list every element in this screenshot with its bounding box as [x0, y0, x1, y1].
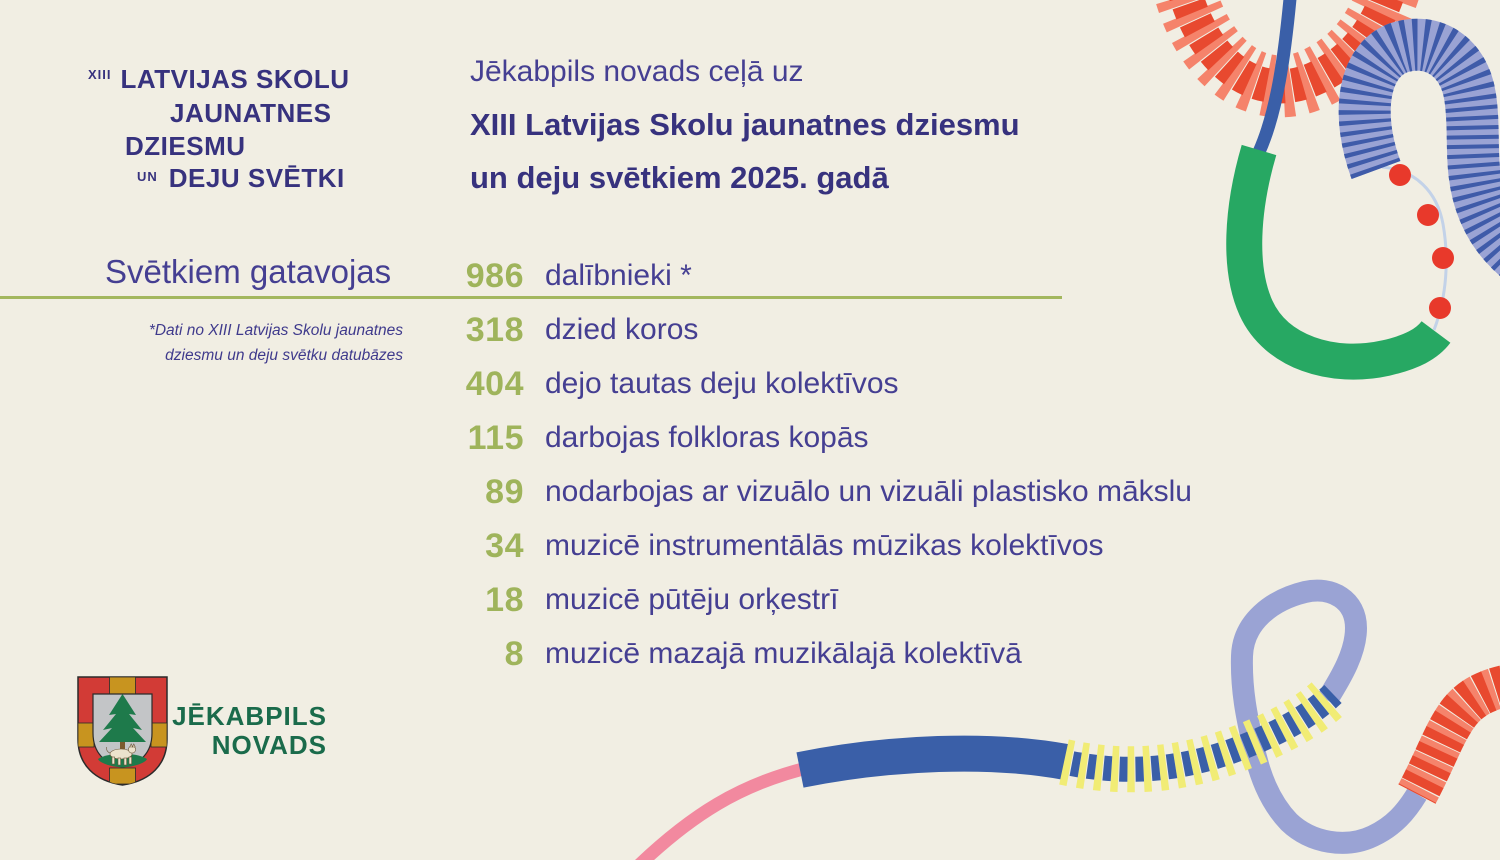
section-heading: Svētkiem gatavojas [105, 253, 392, 290]
stat-value: 34 [485, 526, 524, 565]
footnote-line2: dziesmu un deju svētku datubāzes [165, 347, 403, 364]
festival-logo-line1: XIII LATVIJAS SKOLU [88, 64, 350, 95]
stat-value: 18 [485, 580, 524, 619]
festival-logo-line2: JAUNATNES [170, 98, 332, 128]
stat-value: 404 [465, 364, 524, 403]
stat-label: dzied koros [545, 313, 699, 346]
header-subtitle: Jēkabpils novads ceļā uz [470, 55, 804, 88]
stat-row: 318 dzied koros [0, 303, 1340, 357]
stat-label: dejo tautas deju kolektīvos [545, 367, 899, 400]
stat-row: 115 darbojas folkloras kopās [0, 411, 1340, 465]
stat-label: muzicē mazajā muzikālajā kolektīvā [545, 637, 1022, 670]
festival-logo-line4: UN DEJU SVĒTKI [137, 163, 345, 194]
stat-value: 89 [485, 472, 524, 511]
header-title-line2: un deju svētkiem 2025. gadā [470, 160, 889, 195]
festival-logo-line3: DZIESMU [125, 131, 246, 161]
stat-label: muzicē pūtēju orķestrī [545, 583, 839, 616]
festival-logo-prefix: XIII [88, 67, 112, 82]
stat-value: 318 [465, 310, 524, 349]
festival-logo-text: LATVIJAS SKOLU [120, 64, 350, 94]
stat-value: 8 [504, 634, 524, 673]
green-mound [98, 753, 147, 768]
stat-label: darbojas folkloras kopās [545, 421, 869, 454]
stat-value: 986 [465, 256, 524, 295]
festival-logo-line4-text: DEJU SVĒTKI [168, 163, 345, 193]
fir-tree-icon [99, 694, 146, 751]
data-source-footnote: *Dati no XIII Latvijas Skolu jaunatnes d… [100, 318, 403, 368]
footnote-line1: *Dati no XIII Latvijas Skolu jaunatnes [148, 322, 403, 339]
lynx-icon [106, 743, 136, 766]
stat-row: 18 muzicē pūtēju orķestrī [0, 573, 1340, 627]
header-title-line1: XIII Latvijas Skolu jaunatnes dziesmu [470, 107, 1020, 142]
stat-label: muzicē instrumentālās mūzikas kolektīvos [545, 529, 1104, 562]
section-divider [0, 296, 1062, 299]
stat-row: 986 dalībnieki * [0, 249, 1340, 303]
stat-row: 34 muzicē instrumentālās mūzikas kolektī… [0, 519, 1340, 573]
festival-logo-line4-prefix: UN [137, 169, 158, 184]
stat-label: nodarbojas ar vizuālo un vizuāli plastis… [545, 475, 1192, 508]
stats-list: 986 dalībnieki * 318 dzied koros 404 dej… [0, 249, 1340, 681]
municipality-name-line2: NOVADS [211, 730, 327, 760]
stat-value: 115 [467, 418, 524, 457]
stat-row: 404 dejo tautas deju kolektīvos [0, 357, 1340, 411]
municipality-name-line1: JĒKABPILS [172, 701, 327, 731]
municipality-name: JĒKABPILS NOVADS [172, 702, 327, 760]
stat-row: 8 muzicē mazajā muzikālajā kolektīvā [0, 627, 1340, 681]
stat-label: dalībnieki * [545, 259, 692, 292]
stat-row: 89 nodarbojas ar vizuālo un vizuāli plas… [0, 465, 1340, 519]
jekabpils-coat-of-arms-icon [77, 676, 168, 786]
